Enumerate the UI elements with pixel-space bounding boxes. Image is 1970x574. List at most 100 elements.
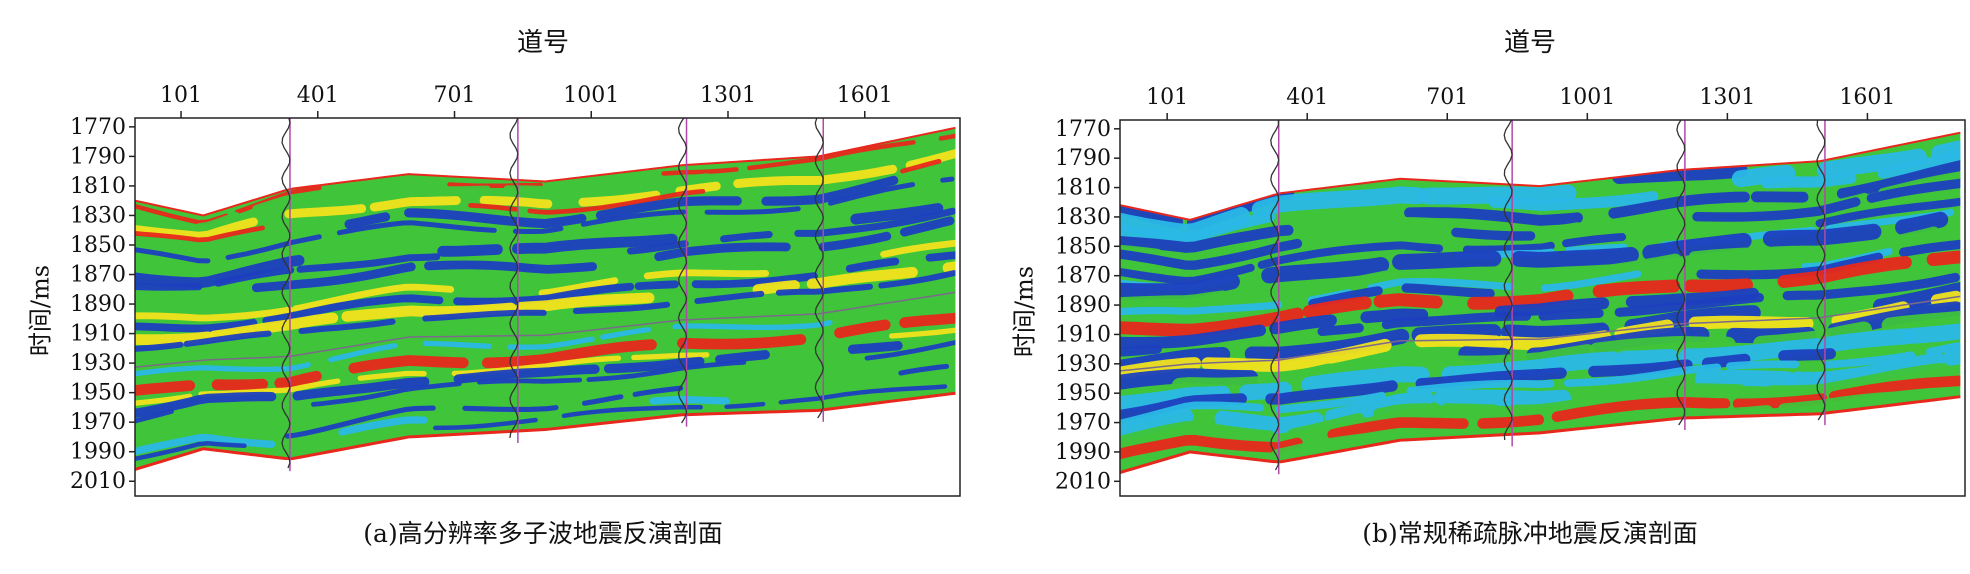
seismic-event (1120, 408, 1194, 443)
seismic-event (274, 370, 322, 389)
seismic-event (595, 196, 742, 220)
seismic-event (1368, 429, 1439, 446)
seismic-event (135, 408, 174, 424)
seismic-event (298, 318, 396, 334)
panel-b: 道号 时间/ms 101 401 701 1001 1301 1601 1770 1790 18… (985, 0, 1970, 574)
seismic-event (1732, 393, 1828, 410)
seismic-event (338, 416, 428, 436)
seismic-event (631, 352, 710, 361)
seismic-event (899, 229, 952, 246)
seismic-event (603, 356, 705, 374)
seismic-event (284, 405, 436, 439)
y-tick-label: 1930 (1055, 352, 1111, 377)
seismic-event (135, 380, 196, 396)
seismic-event (1275, 391, 1386, 414)
seismic-event (1392, 250, 1502, 270)
seismic-event (235, 185, 322, 215)
well-log-curve (677, 117, 688, 424)
seismic-event (1120, 273, 1240, 300)
seismic-event (1411, 324, 1502, 343)
y-tick-label: 1970 (1055, 411, 1111, 436)
y-tick-label: 2010 (70, 469, 126, 494)
seismic-event (507, 336, 595, 350)
y-tick-label: 1910 (1055, 322, 1111, 347)
seismic-event (1588, 335, 1737, 359)
y-tick-label: 1890 (1055, 293, 1111, 318)
seismic-event (1816, 148, 1927, 179)
seismic-event (453, 282, 635, 306)
well-log-curve (814, 117, 824, 419)
seismic-event (451, 274, 530, 286)
seismic-event (1688, 247, 1812, 262)
seismic-event (1120, 368, 1259, 390)
seismic-event (344, 212, 391, 229)
seismic-event (580, 209, 687, 227)
seismic-event (1301, 366, 1430, 393)
seismic-event (1433, 389, 1571, 407)
seismic-event (1297, 216, 1466, 245)
seismic-event (878, 270, 956, 289)
seismic-event (596, 318, 683, 337)
y-tick-label: 1810 (70, 174, 126, 199)
x-tick-label: 1601 (1839, 85, 1895, 110)
seismic-event (1538, 308, 1604, 321)
x-tick-label: 1301 (700, 83, 756, 108)
seismic-event (284, 204, 367, 219)
seismic-event (183, 330, 272, 347)
seismic-event (677, 334, 807, 350)
caption-b: (b)常规稀疏脉冲地震反演剖面 (1362, 519, 1698, 548)
seismic-event (1877, 150, 1961, 179)
seismic-event (369, 196, 461, 212)
seismic-event (292, 377, 430, 401)
seismic-event (538, 277, 619, 297)
well-log-curve (1270, 120, 1280, 471)
y-tick-label: 1930 (70, 351, 126, 376)
seismic-event (1404, 207, 1583, 226)
x-axis-label: 道号 (516, 28, 569, 58)
seismic-event (1762, 223, 1882, 247)
seismic-event (1731, 164, 1796, 188)
seismic-event (1782, 272, 1960, 301)
seismic-event (1765, 362, 1946, 398)
seismic-event (938, 133, 956, 141)
seismic-event (847, 341, 903, 354)
seismic-event (1564, 243, 1629, 254)
seismic-event (481, 339, 657, 369)
seismic-event (1831, 301, 1910, 328)
seismic-event (1214, 410, 1324, 434)
seismic-event (634, 280, 679, 291)
seismic-event (422, 309, 547, 322)
x-tick-label: 701 (434, 83, 476, 108)
seismic-event (611, 173, 712, 190)
seismic-event (1270, 440, 1322, 463)
y-tick-label: 2010 (1055, 469, 1111, 494)
seismic-event (1694, 370, 1795, 388)
seismic-event (1120, 301, 1283, 316)
seismic-event (1287, 413, 1365, 441)
seismic-event (776, 243, 892, 265)
seismic-event (1898, 239, 1961, 257)
seismic-event (437, 323, 506, 332)
seismic-event (702, 201, 886, 235)
seismic-event (1120, 401, 1264, 428)
seismic-event (1120, 385, 1231, 412)
seismic-event (661, 167, 739, 176)
x-tick-label: 101 (160, 83, 202, 108)
seismic-event (547, 274, 600, 287)
seismic-event (1201, 338, 1392, 372)
seismic-event (1406, 379, 1555, 395)
seismic-event (818, 231, 892, 252)
seismic-event (251, 262, 416, 293)
y-tick-label: 1870 (70, 263, 126, 288)
x-tick-label: 1601 (837, 83, 893, 108)
y-tick-label: 1890 (70, 292, 126, 317)
seismic-event (900, 216, 955, 237)
seismic-event (135, 441, 247, 462)
seismic-event (1488, 191, 1659, 212)
seismic-event (1120, 290, 1228, 308)
seismic-event (135, 331, 214, 346)
seismic-event (1903, 323, 1961, 344)
seismic-event (135, 283, 203, 291)
seismic-event (1778, 348, 1837, 362)
bottom-boundary (134, 391, 956, 471)
